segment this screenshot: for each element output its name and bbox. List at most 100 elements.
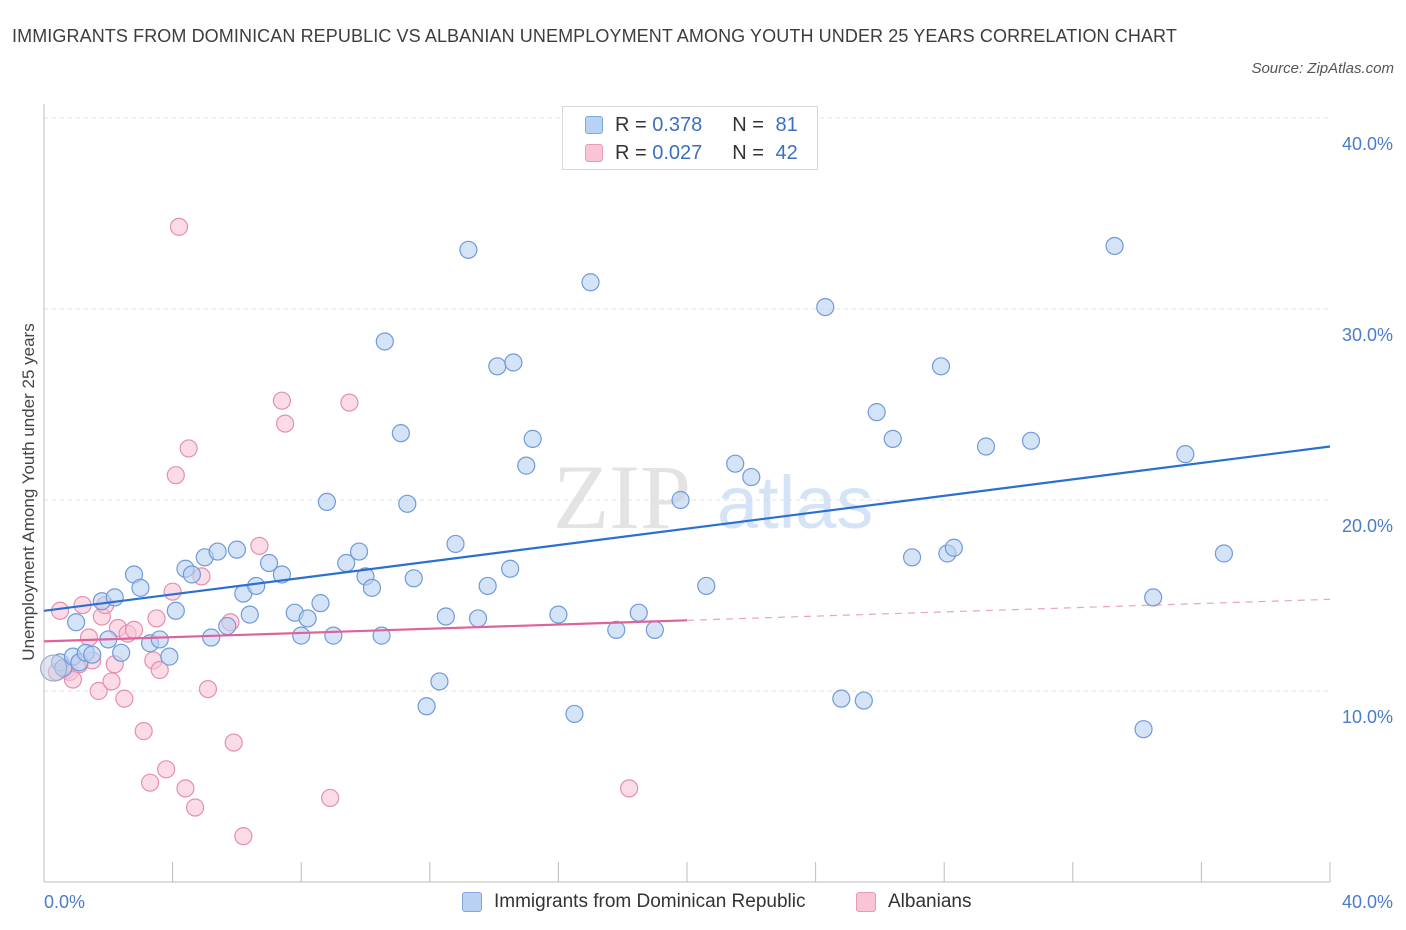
data-point (607, 620, 626, 639)
series-dominican-republic (40, 236, 1234, 739)
data-point (112, 643, 131, 662)
data-point (150, 630, 169, 649)
chart-title: IMMIGRANTS FROM DOMINICAN REPUBLIC VS AL… (12, 26, 1177, 46)
data-point (468, 609, 488, 628)
data-point (620, 779, 639, 798)
data-point (208, 542, 227, 561)
data-point (517, 456, 536, 475)
data-point (227, 540, 246, 559)
data-point (234, 827, 253, 846)
y-tick-label: 10.0% (1342, 707, 1393, 727)
data-point (1176, 445, 1195, 464)
data-point (1214, 544, 1234, 563)
data-point (166, 601, 185, 620)
data-point (298, 609, 317, 628)
data-point (134, 722, 153, 741)
data-point (565, 704, 584, 724)
data-point (272, 391, 292, 410)
legend-row-albanians: R = 0.027 N = 42 (585, 139, 798, 167)
trend-line-extension (686, 598, 1331, 621)
y-tick-labels: 10.0% 20.0% 30.0% 40.0% (1342, 134, 1393, 727)
data-point (179, 439, 198, 458)
data-point (259, 553, 279, 573)
legend-swatch-blue (462, 892, 482, 912)
data-point (160, 647, 179, 666)
data-point (446, 534, 465, 554)
trend-lines (43, 445, 1331, 643)
data-point (89, 681, 108, 701)
data-point (169, 217, 189, 236)
watermark-atlas: atlas (717, 461, 873, 544)
data-point (140, 773, 160, 792)
legend-n-value: 81 (775, 113, 798, 136)
legend-r-label: R = (615, 141, 647, 164)
legend-n-label: N = (732, 141, 764, 164)
correlation-legend: R = 0.378 N = 81 R = 0.027 N = 42 (562, 106, 818, 170)
data-point (340, 393, 359, 412)
legend-label-albanians: Albanians (888, 891, 972, 912)
trend-line (43, 445, 1331, 612)
data-point (375, 332, 394, 351)
data-point (362, 578, 382, 597)
data-point (292, 626, 311, 645)
y-axis-title: Unemployment Among Youth under 25 years (19, 323, 38, 660)
y-tick-label: 20.0% (1342, 516, 1393, 536)
data-point (321, 788, 340, 808)
data-point (976, 437, 996, 456)
data-point (147, 609, 166, 628)
legend-label-dominican: Immigrants from Dominican Republic (494, 891, 806, 912)
data-point (488, 357, 507, 376)
legend-swatch-blue (585, 116, 603, 134)
data-point (436, 607, 455, 626)
data-point (931, 357, 951, 376)
data-point (867, 403, 886, 422)
data-point (157, 760, 176, 779)
data-point (398, 494, 417, 513)
gridlines (44, 117, 1330, 692)
data-point (186, 798, 205, 817)
data-point (317, 492, 337, 512)
data-point (240, 605, 259, 624)
legend-n-label: N = (732, 113, 764, 136)
legend-r-value: 0.378 (652, 113, 703, 136)
data-point (102, 672, 121, 691)
data-point (79, 628, 99, 647)
data-point (276, 414, 295, 433)
data-point (202, 628, 221, 647)
data-point (832, 689, 851, 708)
data-point (67, 613, 86, 632)
data-point (504, 353, 523, 372)
legend-swatch-pink (856, 892, 876, 912)
data-point (198, 679, 218, 699)
data-point (311, 594, 330, 613)
data-point (726, 454, 745, 473)
data-point (218, 616, 237, 636)
data-point (176, 779, 195, 798)
data-point (478, 576, 497, 596)
data-point-cluster (40, 654, 68, 682)
x-tick-label-min: 0.0% (44, 892, 85, 912)
y-tick-label: 30.0% (1342, 325, 1393, 345)
data-point (742, 467, 761, 487)
data-point (349, 542, 369, 561)
y-tick-label: 40.0% (1342, 134, 1393, 154)
data-point (671, 490, 690, 510)
data-point (131, 578, 150, 597)
data-point (1134, 720, 1153, 739)
data-point (163, 582, 182, 601)
data-point (944, 538, 963, 557)
legend-n-value: 42 (775, 141, 798, 164)
data-point (854, 691, 873, 710)
data-point (501, 559, 520, 578)
data-point (629, 603, 648, 622)
data-point (581, 273, 600, 292)
legend-row-dominican: R = 0.378 N = 81 (585, 111, 798, 139)
data-point (391, 424, 410, 443)
source-label: Source: ZipAtlas.com (1251, 60, 1394, 77)
data-point (1144, 588, 1163, 607)
data-point (1105, 236, 1124, 256)
data-point (166, 466, 185, 485)
data-point (50, 601, 70, 620)
data-point (224, 733, 243, 752)
